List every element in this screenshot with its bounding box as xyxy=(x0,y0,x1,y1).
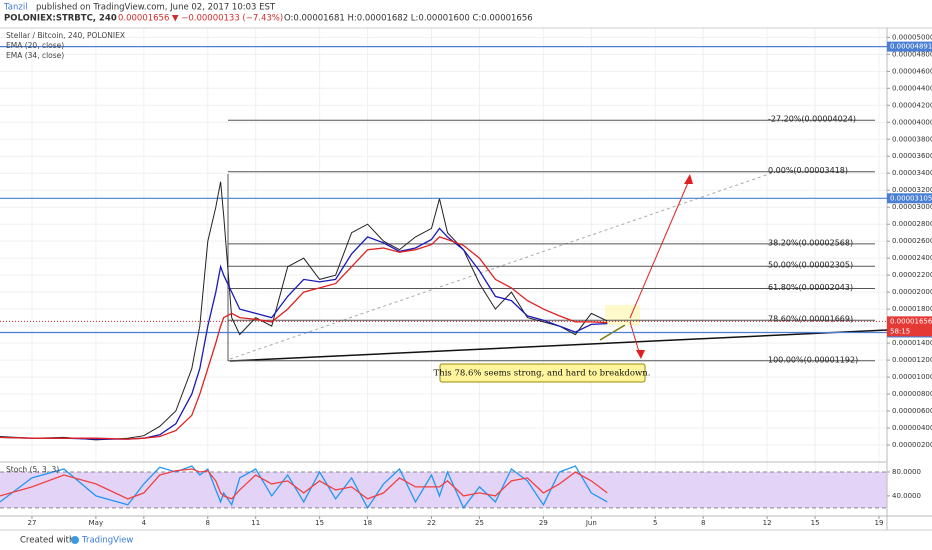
last-price-label: 0.00001656 xyxy=(890,317,932,325)
footer-brand[interactable]: TradingView xyxy=(81,536,133,546)
change: ▼ −0.00000133 (−7.43%) xyxy=(172,14,283,24)
trendline xyxy=(229,329,888,362)
y-tick-label: 0.00001000 xyxy=(892,373,932,381)
series-line xyxy=(0,181,608,441)
axis-price-box xyxy=(887,193,932,204)
series-line xyxy=(0,227,608,440)
x-tick-label: 18 xyxy=(363,519,372,527)
y-tick-label: 0.00000600 xyxy=(892,407,932,415)
x-tick-label: 27 xyxy=(28,519,37,527)
symbol: POLONIEX:STRBTC, 240 xyxy=(4,14,117,24)
pane-title: Stoch (5, 3, 3) xyxy=(6,465,59,474)
y-tick-label: 0.00002600 xyxy=(892,237,932,245)
legend-entry: Stellar / Bitcoin, 240, POLONIEX xyxy=(6,31,125,40)
fib-label: 100.00%(0.00001192) xyxy=(768,355,858,364)
x-tick-label: 25 xyxy=(475,519,484,527)
x-tick-label: 4 xyxy=(142,519,147,527)
x-tick-label: 8 xyxy=(701,519,705,527)
fib-label: 50.00%(0.00002305) xyxy=(768,261,853,270)
x-tick-label: May xyxy=(89,519,103,527)
published: published on TradingView.com, June 02, 2… xyxy=(36,3,276,13)
y-tick-label: 0.00003200 xyxy=(892,186,932,194)
x-tick-label: 15 xyxy=(811,519,820,527)
y-tick-label: 0.00004000 xyxy=(892,118,932,126)
y-tick-label: 0.00002200 xyxy=(892,271,932,279)
y-tick-label: 0.00002800 xyxy=(892,220,932,228)
legend-entry: EMA (20, close) xyxy=(6,41,64,50)
y-tick-label: 0.00005000 xyxy=(892,33,932,41)
x-tick-label: 19 xyxy=(875,519,884,527)
series-line xyxy=(0,236,608,440)
arrow-head xyxy=(636,350,645,359)
x-tick-label: 12 xyxy=(763,519,772,527)
fib-label: 78.60%(0.00001669) xyxy=(768,315,853,324)
y-tick-label: 0.00003000 xyxy=(892,203,932,211)
arrow-head xyxy=(684,174,693,184)
y-tick-label: 40.0000 xyxy=(892,492,921,500)
legend-entry: EMA (34, close) xyxy=(6,51,64,60)
series-line xyxy=(0,468,608,500)
y-tick-label: 0.00004200 xyxy=(892,101,932,109)
y-tick-label: 0.00001200 xyxy=(892,356,932,364)
logo xyxy=(71,536,79,544)
y-tick-label: 0.00001800 xyxy=(892,305,932,313)
x-tick-label: 29 xyxy=(539,519,548,527)
x-tick-label: 8 xyxy=(206,519,210,527)
x-tick-label: 11 xyxy=(251,519,260,527)
grid-layer xyxy=(0,28,887,515)
y-tick-label: 0.00003400 xyxy=(892,169,932,177)
x-tick-label: Jun xyxy=(585,519,597,527)
axis-price-box xyxy=(887,41,932,52)
y-tick-label: 0.00002400 xyxy=(892,254,932,262)
fib-trend xyxy=(229,171,776,360)
fib-label: 61.80%(0.00002043) xyxy=(768,283,853,292)
ohlc: O:0.00001681 H:0.00001682 L:0.00001600 C… xyxy=(284,14,533,24)
last-price-box xyxy=(887,316,932,337)
y-tick-label: 80.0000 xyxy=(892,468,921,476)
arrow-up xyxy=(629,177,691,319)
annotation-box xyxy=(439,363,646,383)
y-tick-label: 0.00000200 xyxy=(892,441,932,449)
fib-label: -27.20%(0.00004024) xyxy=(768,115,856,124)
x-tick-label: 22 xyxy=(427,519,436,527)
footer-created: Created with xyxy=(20,536,74,546)
x-tick-label: 15 xyxy=(315,519,324,527)
y-tick-label: 0.00000400 xyxy=(892,424,932,432)
y-tick-label: 0.00003800 xyxy=(892,135,932,143)
fib-label: 0.00%(0.00003418) xyxy=(768,166,848,175)
y-tick-label: 0.00000800 xyxy=(892,390,932,398)
author[interactable]: Tanzil xyxy=(3,3,28,13)
countdown: 58:15 xyxy=(890,327,910,335)
y-tick-label: 0.00003600 xyxy=(892,152,932,160)
y-tick-label: 0.00004800 xyxy=(892,50,932,58)
axis-price-label: 0.00004891 xyxy=(890,43,932,51)
axis-price-label: 0.00003105 xyxy=(890,194,932,202)
y-tick-label: 0.00004600 xyxy=(892,67,932,75)
arrow-down xyxy=(629,321,641,356)
y-tick-label: 0.00001400 xyxy=(892,339,932,347)
y-tick-label: 0.00002000 xyxy=(892,288,932,296)
fib-label: 38.20%(0.00002568) xyxy=(768,238,853,247)
annotation: This 78.6% seems strong, and hard to bre… xyxy=(434,369,651,379)
x-tick-label: 5 xyxy=(653,519,657,527)
stoch-band xyxy=(0,471,887,508)
y-tick-label: 0.00004400 xyxy=(892,84,932,92)
price: 0.00001656 xyxy=(118,14,169,24)
